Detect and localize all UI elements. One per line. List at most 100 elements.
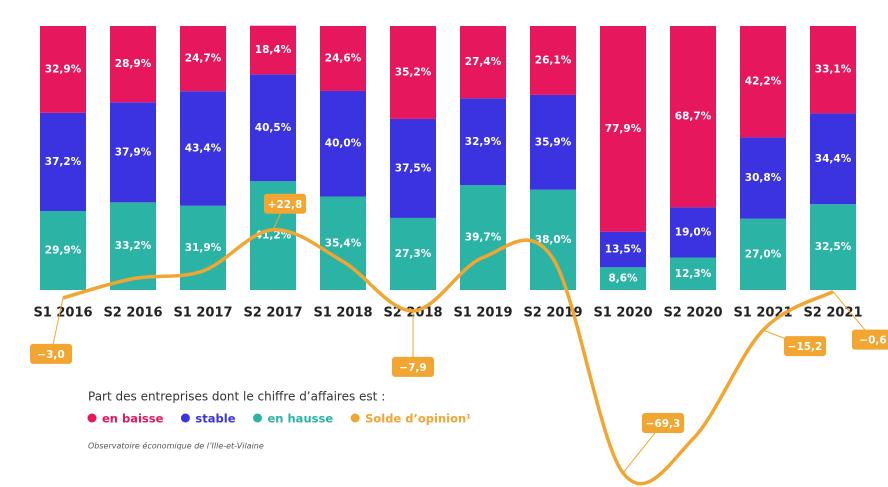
x-tick-label: S1 2019 xyxy=(453,306,512,321)
segment-label: 30,8% xyxy=(745,172,782,184)
bar-segment xyxy=(670,257,716,290)
legend-label: en hausse xyxy=(268,412,334,426)
segment-label: 19,0% xyxy=(675,226,712,238)
solde-label: +22,8 xyxy=(268,199,303,211)
segment-label: 38,0% xyxy=(535,234,572,246)
legend-title: Part des entreprises dont le chiffre d’a… xyxy=(88,390,385,404)
legend-label: stable xyxy=(195,412,235,426)
label-box xyxy=(30,343,72,364)
segment-label: 24,7% xyxy=(185,53,222,65)
x-tick-label: S1 2017 xyxy=(173,306,232,321)
segment-label: 77,9% xyxy=(605,123,642,135)
bar-segment xyxy=(530,189,576,290)
bar-segment xyxy=(250,74,296,182)
segment-label: 27,4% xyxy=(465,56,502,68)
segment-label: 18,4% xyxy=(255,44,292,56)
segment-label: 31,9% xyxy=(185,242,222,254)
segment-label: 35,9% xyxy=(535,136,572,148)
bar-segment xyxy=(110,26,156,103)
segment-label: 27,0% xyxy=(745,248,782,260)
label-box xyxy=(784,336,826,357)
bar-segment xyxy=(40,112,86,212)
bar-segment xyxy=(40,26,86,113)
segment-label: 29,9% xyxy=(45,245,82,257)
solde-label: −69,3 xyxy=(646,418,681,430)
segment-label: 26,1% xyxy=(535,54,572,66)
bar-segment xyxy=(740,26,786,138)
solde-label: −15,2 xyxy=(788,341,823,353)
segment-label: 39,7% xyxy=(465,232,502,244)
label-box xyxy=(392,356,434,377)
x-tick-label: S2 2021 xyxy=(803,306,862,321)
bar-segment xyxy=(530,94,576,190)
segment-label: 32,9% xyxy=(45,63,82,75)
bar-segment xyxy=(110,102,156,203)
bar-segment xyxy=(670,207,716,258)
bar-segment xyxy=(460,98,506,186)
label-box xyxy=(642,412,684,433)
bar-segment xyxy=(390,118,436,218)
legend-dot xyxy=(350,413,360,423)
bar-segment xyxy=(320,26,366,91)
bar-segment xyxy=(250,25,296,75)
bar-segment xyxy=(390,217,436,290)
x-tick-label: S1 2020 xyxy=(593,306,652,321)
bar-segment xyxy=(810,113,856,205)
label-box xyxy=(852,329,888,350)
bar-segment xyxy=(600,231,646,268)
segment-label: 33,2% xyxy=(115,240,152,252)
segment-label: 13,5% xyxy=(605,243,642,255)
x-tick-label: S2 2019 xyxy=(523,306,582,321)
bar-segment xyxy=(600,26,646,232)
legend-label: en baisse xyxy=(102,412,164,426)
solde-label: −3,0 xyxy=(37,349,64,361)
bar-segment xyxy=(320,90,366,197)
x-tick-label: S2 2016 xyxy=(103,306,162,321)
segment-label: 37,2% xyxy=(45,156,82,168)
segment-label: 35,2% xyxy=(395,66,432,78)
source: Observatoire économique de l’Ille-et-Vil… xyxy=(88,441,264,451)
solde-label: −7,9 xyxy=(399,362,426,374)
legend-dot xyxy=(87,413,97,423)
solde-label: −0,6 xyxy=(859,335,886,347)
bar-segment xyxy=(740,218,786,290)
segment-label: 12,3% xyxy=(675,268,712,280)
segment-label: 32,5% xyxy=(815,241,852,253)
segment-label: 34,4% xyxy=(815,153,852,165)
bar-segment xyxy=(740,137,786,219)
segment-label: 43,4% xyxy=(185,142,222,154)
segment-label: 8,6% xyxy=(608,273,638,285)
segment-label: 24,6% xyxy=(325,52,362,64)
segment-label: 32,9% xyxy=(465,136,502,148)
segment-label: 27,3% xyxy=(395,248,432,260)
bar-segment xyxy=(810,204,856,290)
legend-dot xyxy=(180,413,190,423)
bar-segment xyxy=(460,26,506,99)
label-box xyxy=(264,193,306,214)
x-tick-label: S2 2017 xyxy=(243,306,302,321)
segment-label: 68,7% xyxy=(675,111,712,123)
bar-segment xyxy=(460,185,506,290)
segment-label: 37,9% xyxy=(115,146,152,158)
segment-label: 40,5% xyxy=(255,122,292,134)
segment-label: 40,0% xyxy=(325,138,362,150)
bar-segment xyxy=(530,26,576,95)
x-tick-label: S2 2020 xyxy=(663,306,722,321)
solde-line xyxy=(62,228,834,486)
segment-label: 42,2% xyxy=(745,76,782,88)
bar-segment xyxy=(180,26,226,92)
segment-label: 37,5% xyxy=(395,162,432,174)
segment-label: 35,4% xyxy=(325,237,362,249)
x-tick-label: S1 2018 xyxy=(313,306,372,321)
bar-segment xyxy=(600,267,646,290)
bar-segment xyxy=(670,26,716,208)
bar-segment xyxy=(40,211,86,290)
segment-label: 28,9% xyxy=(115,58,152,70)
legend-dot xyxy=(253,413,262,423)
bar-segment xyxy=(810,26,856,114)
bar-segment xyxy=(390,26,436,119)
segment-label: 33,1% xyxy=(815,64,852,76)
x-tick-label: S1 2016 xyxy=(33,306,92,321)
legend-label: Solde d’opinion¹ xyxy=(365,412,471,426)
